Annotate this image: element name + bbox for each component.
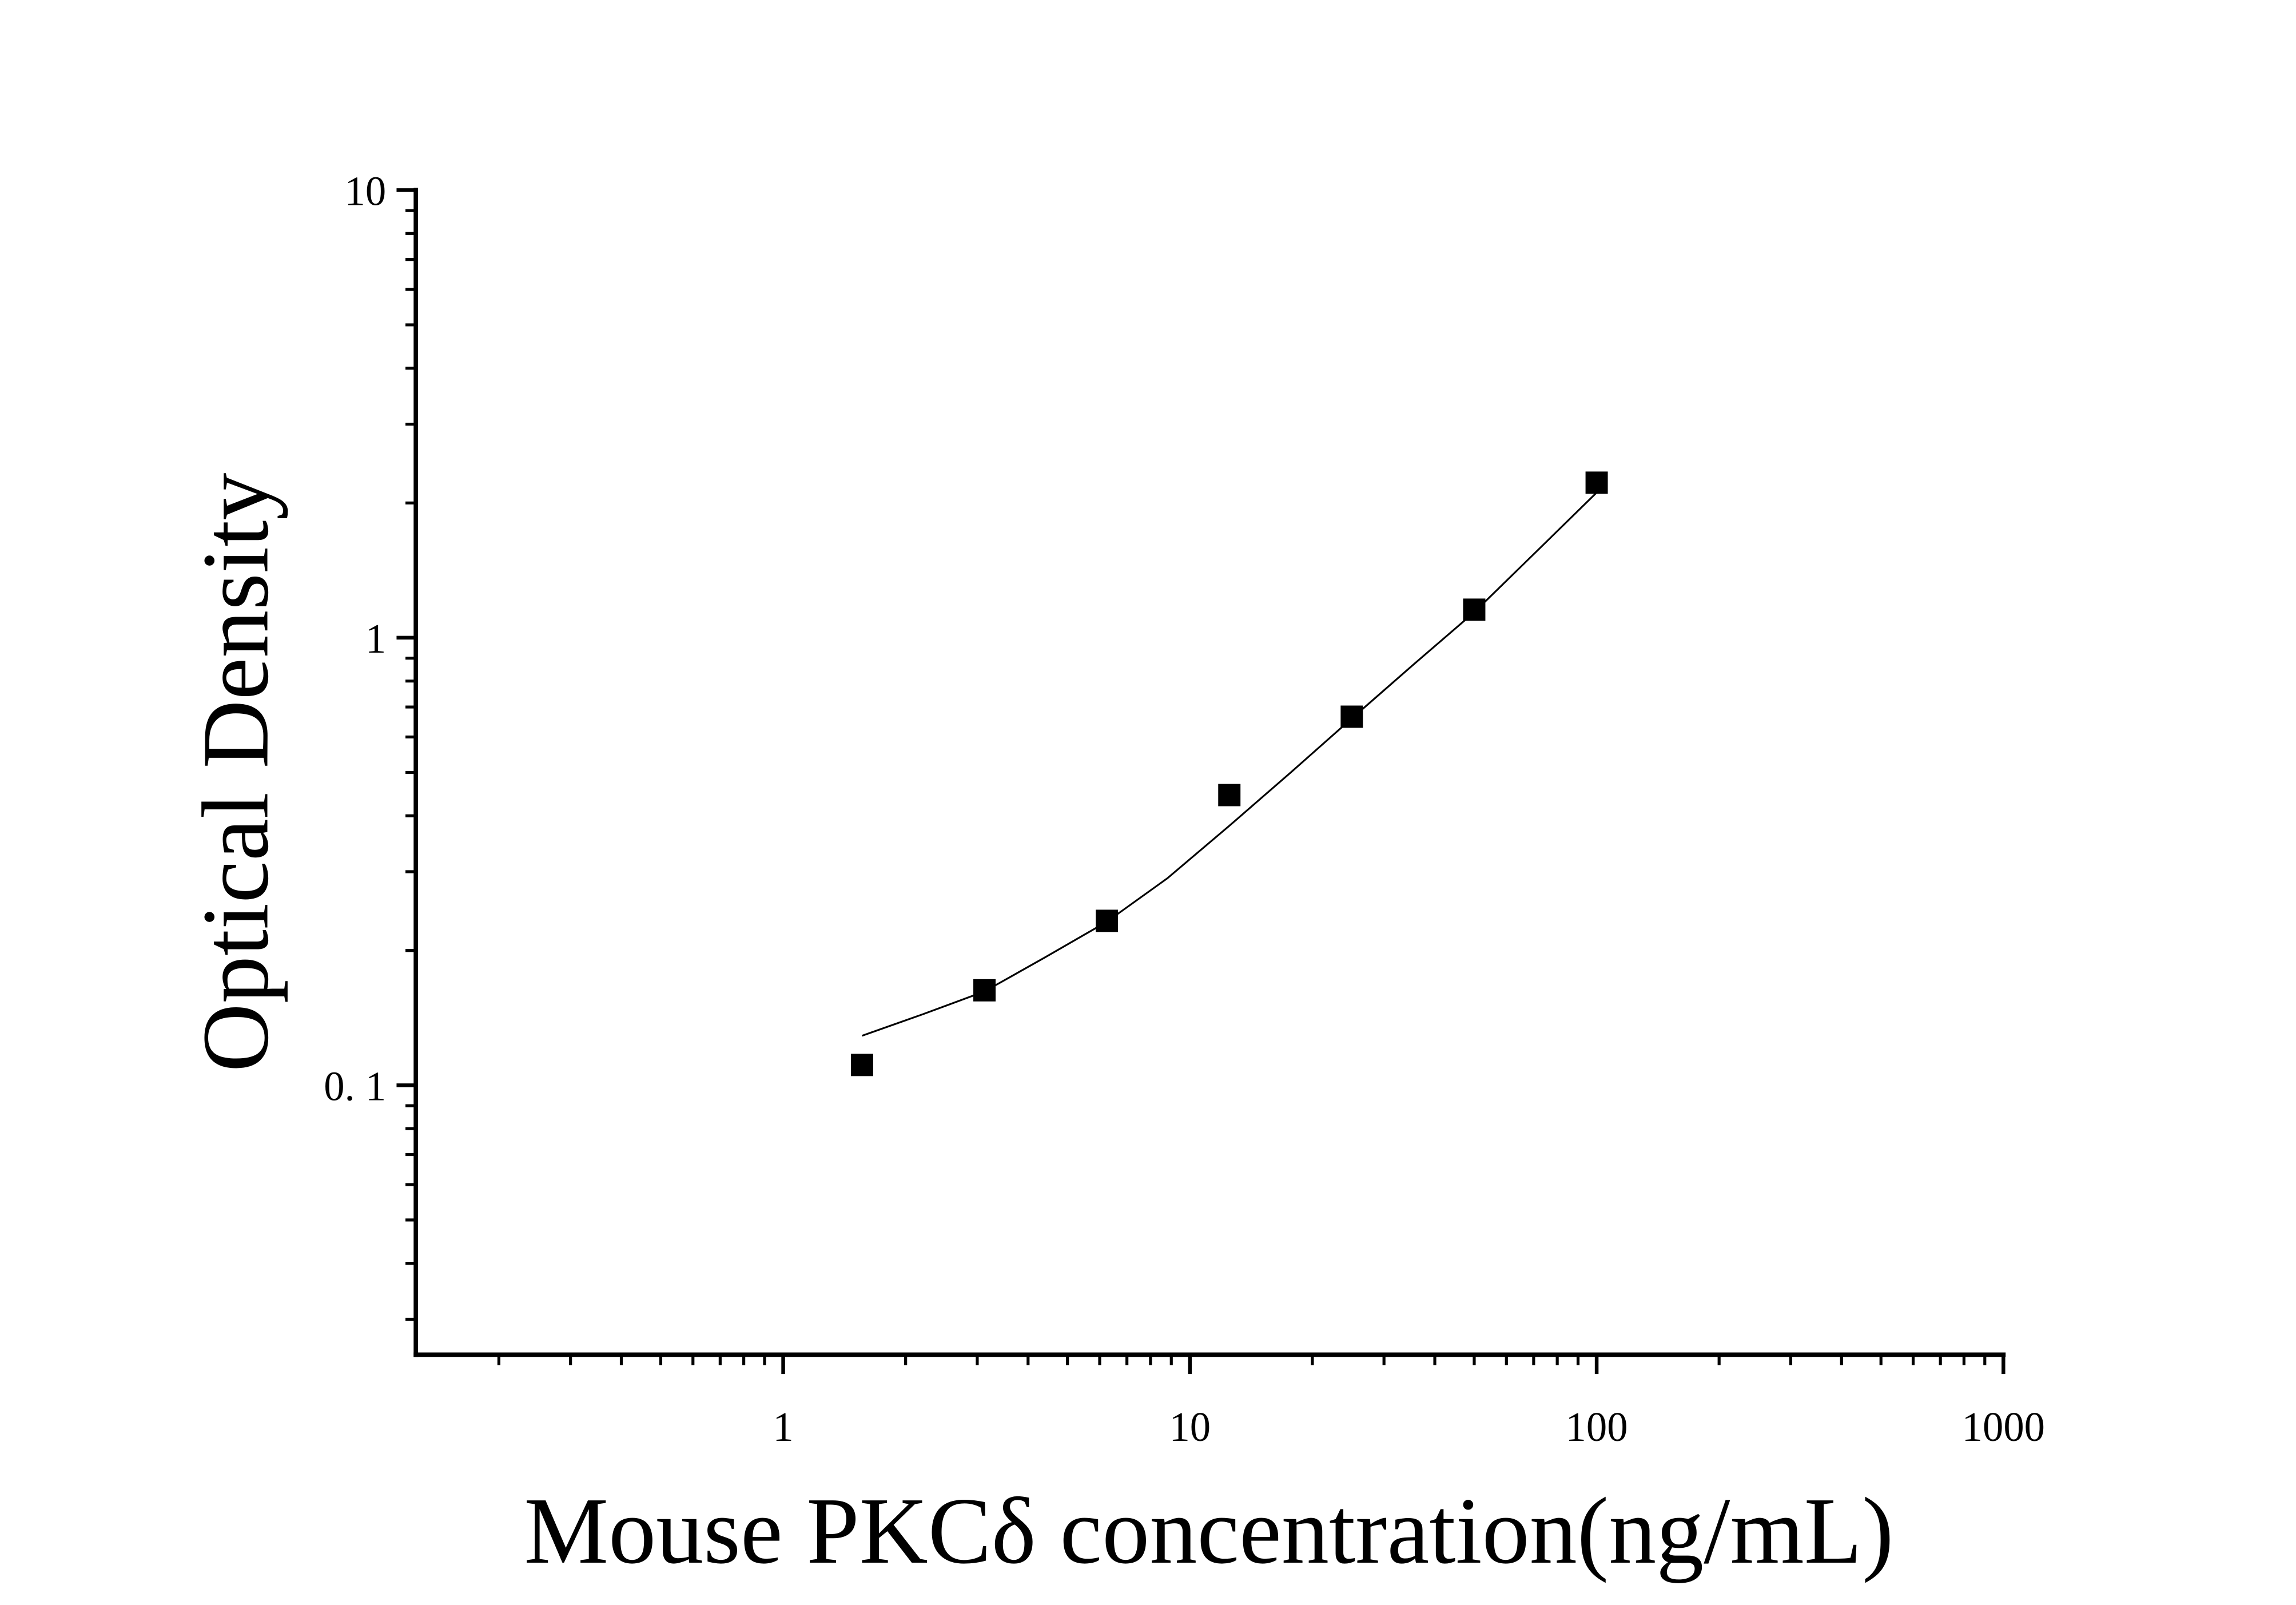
data-point (1463, 598, 1486, 621)
data-point (1585, 471, 1608, 494)
fit-curve (861, 492, 1598, 1037)
data-point (1340, 705, 1363, 728)
y-axis-title: Optical Density (183, 473, 288, 1072)
data-point (1218, 784, 1241, 807)
y-tick-label: 1 (365, 615, 386, 662)
data-point (1096, 909, 1119, 932)
x-tick-label: 1 (773, 1404, 793, 1450)
x-tick-label: 10 (1169, 1404, 1211, 1450)
data-point (850, 1054, 873, 1076)
x-axis-title: Mouse PKCδ concentration(ng/mL) (524, 1478, 1893, 1583)
x-tick-label: 100 (1566, 1404, 1628, 1450)
y-tick-label: 10 (345, 168, 387, 214)
y-tick-label: 0. 1 (324, 1063, 386, 1109)
x-tick-label: 1000 (1962, 1404, 2045, 1450)
data-point (973, 979, 996, 1002)
